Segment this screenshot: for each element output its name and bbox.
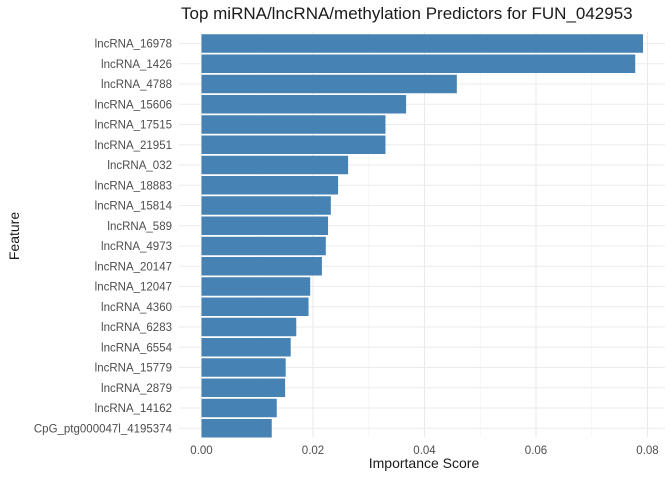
bar [201, 176, 339, 195]
x-tick-label: 0.06 [525, 445, 547, 457]
y-tick-label: lncRNA_17515 [95, 120, 172, 132]
y-tick-label: lncRNA_4788 [101, 79, 172, 91]
y-axis-label: Feature [6, 211, 22, 261]
y-tick-label: lncRNA_1426 [101, 59, 172, 71]
bar [201, 54, 636, 73]
bar [201, 378, 286, 397]
bar [201, 358, 286, 377]
y-tick-label: CpG_ptg000047l_4195374 [34, 423, 173, 435]
bar [201, 196, 331, 215]
y-tick-label: lncRNA_15779 [95, 363, 172, 375]
bar [201, 419, 272, 438]
bar [201, 398, 277, 418]
y-tick-label: lncRNA_18883 [95, 180, 172, 192]
bar [201, 216, 329, 235]
bar [201, 115, 386, 134]
y-tick-label: lncRNA_4360 [101, 302, 172, 314]
x-tick-label: 0.02 [302, 445, 324, 457]
bar [201, 257, 322, 276]
bar [201, 74, 457, 94]
y-tick-label: lncRNA_21951 [95, 140, 172, 152]
y-tick-label: lncRNA_6283 [101, 322, 172, 334]
bar [201, 155, 349, 175]
x-tick-label: 0.04 [413, 445, 436, 457]
y-tick-label: lncRNA_20147 [95, 261, 172, 273]
x-tick-label: 0.00 [190, 445, 212, 457]
y-tick-label: lncRNA_589 [107, 221, 172, 233]
bar [201, 338, 291, 357]
y-tick-label: lncRNA_14162 [95, 403, 172, 415]
chart-title: Top miRNA/lncRNA/methylation Predictors … [181, 4, 633, 23]
y-tick-label: lncRNA_4973 [101, 241, 172, 253]
bar [201, 236, 326, 256]
y-tick-label: lncRNA_15814 [95, 201, 173, 213]
y-tick-label: lncRNA_16978 [95, 39, 172, 51]
y-tick-label: lncRNA_12047 [95, 282, 172, 294]
bar [201, 297, 309, 316]
y-tick-label: lncRNA_15606 [95, 99, 172, 111]
y-tick-label: lncRNA_032 [107, 160, 172, 172]
bar [201, 277, 311, 296]
bar [201, 317, 297, 337]
bar [201, 34, 644, 53]
y-tick-label: lncRNA_6554 [101, 342, 173, 354]
bar [201, 135, 386, 154]
x-tick-label: 0.08 [636, 445, 658, 457]
bar [201, 95, 407, 114]
x-axis-label: Importance Score [368, 455, 480, 471]
y-tick-label: lncRNA_2879 [101, 383, 172, 395]
